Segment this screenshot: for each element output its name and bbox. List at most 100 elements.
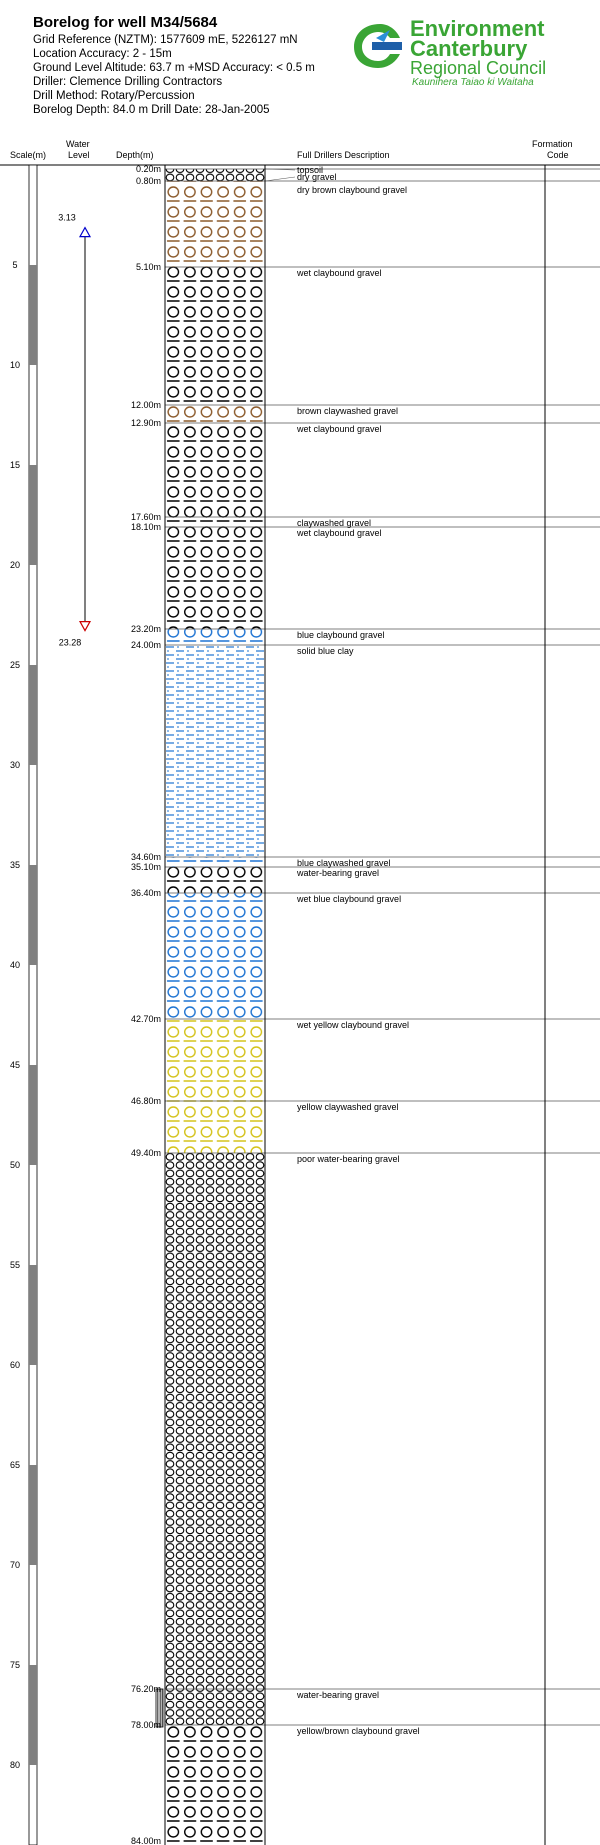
borelog-header: Borelog for well M34/5684 Grid Reference… — [0, 0, 600, 170]
scale-tick-label: 60 — [10, 1360, 20, 1370]
leader-line — [264, 168, 296, 171]
layer-description: blue claybound gravel — [297, 630, 385, 640]
layer-description: dry gravel — [297, 172, 337, 182]
scale-segment — [29, 865, 37, 965]
depth-label: 42.70m — [131, 1014, 161, 1024]
borelog-depth: Borelog Depth: 84.0 m Drill Date: 28-Jan… — [33, 104, 270, 116]
layer-description: dry brown claybound gravel — [297, 185, 407, 195]
depth-label: 35.10m — [131, 862, 161, 872]
logo-line-4: Kaunihera Taiao ki Waitaha — [412, 77, 534, 88]
depth-label: 5.10m — [136, 262, 161, 272]
layer-fill — [165, 527, 265, 629]
screen-icon — [155, 1688, 164, 1728]
layer-fill — [165, 423, 265, 517]
column-header-scale: Scale(m) — [10, 150, 47, 160]
layer-fill — [165, 857, 265, 867]
scale-segment — [29, 1265, 37, 1365]
layer-description: blue claywashed gravel — [297, 858, 391, 868]
column-header-level: Level — [68, 150, 90, 160]
drill-method: Drill Method: Rotary/Percussion — [33, 90, 195, 102]
layer-description: poor water-bearing gravel — [297, 1154, 400, 1164]
page-title: Borelog for well M34/5684 — [33, 14, 218, 31]
depth-label: 34.60m — [131, 852, 161, 862]
grid-reference: Grid Reference (NZTM): 1577609 mE, 52261… — [33, 34, 298, 46]
layer-fill — [165, 1019, 265, 1101]
scale-bar — [28, 164, 38, 1845]
leader-line — [264, 176, 296, 182]
scale-tick-label: 45 — [10, 1060, 20, 1070]
depth-label: 46.80m — [131, 1096, 161, 1106]
layer-description: claywashed gravel — [297, 518, 371, 528]
layer-fill — [165, 629, 265, 645]
layer-fill — [165, 867, 265, 893]
layer-fill — [165, 1153, 265, 1689]
logo-swirl-icon — [354, 24, 402, 68]
layer-fill — [165, 1689, 265, 1725]
column-header-depth: Depth(m) — [116, 150, 154, 160]
water-level-top-marker — [78, 226, 92, 238]
layer-description: wet blue claybound gravel — [296, 894, 401, 904]
scale-tick-label: 25 — [10, 660, 20, 670]
layer-description: water-bearing gravel — [296, 868, 379, 878]
depth-label: 0.20m — [136, 164, 161, 174]
scale-segment — [29, 665, 37, 765]
column-header-code: Code — [547, 150, 569, 160]
layer-fill — [165, 893, 265, 1019]
layer-description: topsoil — [297, 165, 323, 175]
driller: Driller: Clemence Drilling Contractors — [33, 76, 223, 88]
layer-fill — [165, 1101, 265, 1153]
depth-label: 36.40m — [131, 888, 161, 898]
environment-canterbury-logo: Environment Canterbury Regional Council … — [350, 18, 590, 90]
depth-label: 76.20m — [131, 1684, 161, 1694]
depth-label: 49.40m — [131, 1148, 161, 1158]
scale-tick-label: 55 — [10, 1260, 20, 1270]
scale-tick-label: 65 — [10, 1460, 20, 1470]
scale-segment — [29, 1465, 37, 1565]
ground-level-altitude: Ground Level Altitude: 63.7 m +MSD Accur… — [33, 62, 315, 74]
layer-fill — [165, 267, 265, 405]
layer-fill — [165, 405, 265, 423]
scale-tick-label: 70 — [10, 1560, 20, 1570]
water-level-top-label: 3.13 — [58, 213, 76, 223]
layer-description: solid blue clay — [297, 646, 354, 656]
depth-label: 24.00m — [131, 640, 161, 650]
layer-description: brown claywashed gravel — [297, 406, 398, 416]
layer-description: wet claybound gravel — [296, 528, 382, 538]
scale-tick-label: 80 — [10, 1760, 20, 1770]
layer-description: yellow claywashed gravel — [297, 1102, 399, 1112]
layer-fill — [165, 165, 265, 169]
scale-tick-label: 30 — [10, 760, 20, 770]
scale-tick-label: 5 — [12, 260, 17, 270]
layer-fill — [165, 181, 265, 267]
scale-tick-label: 15 — [10, 460, 20, 470]
scale-tick-label: 40 — [10, 960, 20, 970]
logo-line-1: Environment — [410, 16, 545, 41]
water-level-bottom-label: 23.28 — [59, 638, 82, 648]
depth-label: 12.00m — [131, 400, 161, 410]
depth-label: 18.10m — [131, 522, 161, 532]
scale-tick-label: 50 — [10, 1160, 20, 1170]
layer-description: wet claybound gravel — [296, 424, 382, 434]
scale-segment — [29, 1065, 37, 1165]
layer-fill — [165, 517, 265, 527]
layer-fill — [165, 645, 265, 857]
layer-description: yellow/brown claybound gravel — [297, 1726, 420, 1736]
scale-tick-label: 75 — [10, 1660, 20, 1670]
depth-label: 23.20m — [131, 624, 161, 634]
depth-label: 0.80m — [136, 176, 161, 186]
logo-line-2: Canterbury — [410, 36, 528, 61]
layer-description: wet claybound gravel — [296, 268, 382, 278]
column-header-formation: Formation — [532, 139, 573, 149]
logo-line-3: Regional Council — [410, 58, 547, 78]
depth-label: 17.60m — [131, 512, 161, 522]
location-accuracy: Location Accuracy: 2 - 15m — [33, 48, 172, 60]
layer-description: wet yellow claybound gravel — [296, 1020, 409, 1030]
column-header-water: Water — [66, 139, 90, 149]
depth-label: 78.00m — [131, 1720, 161, 1730]
scale-segment — [29, 265, 37, 365]
scale-segment — [29, 1665, 37, 1765]
scale-tick-label: 35 — [10, 860, 20, 870]
layer-fill — [165, 169, 265, 181]
scale-segment — [29, 465, 37, 565]
